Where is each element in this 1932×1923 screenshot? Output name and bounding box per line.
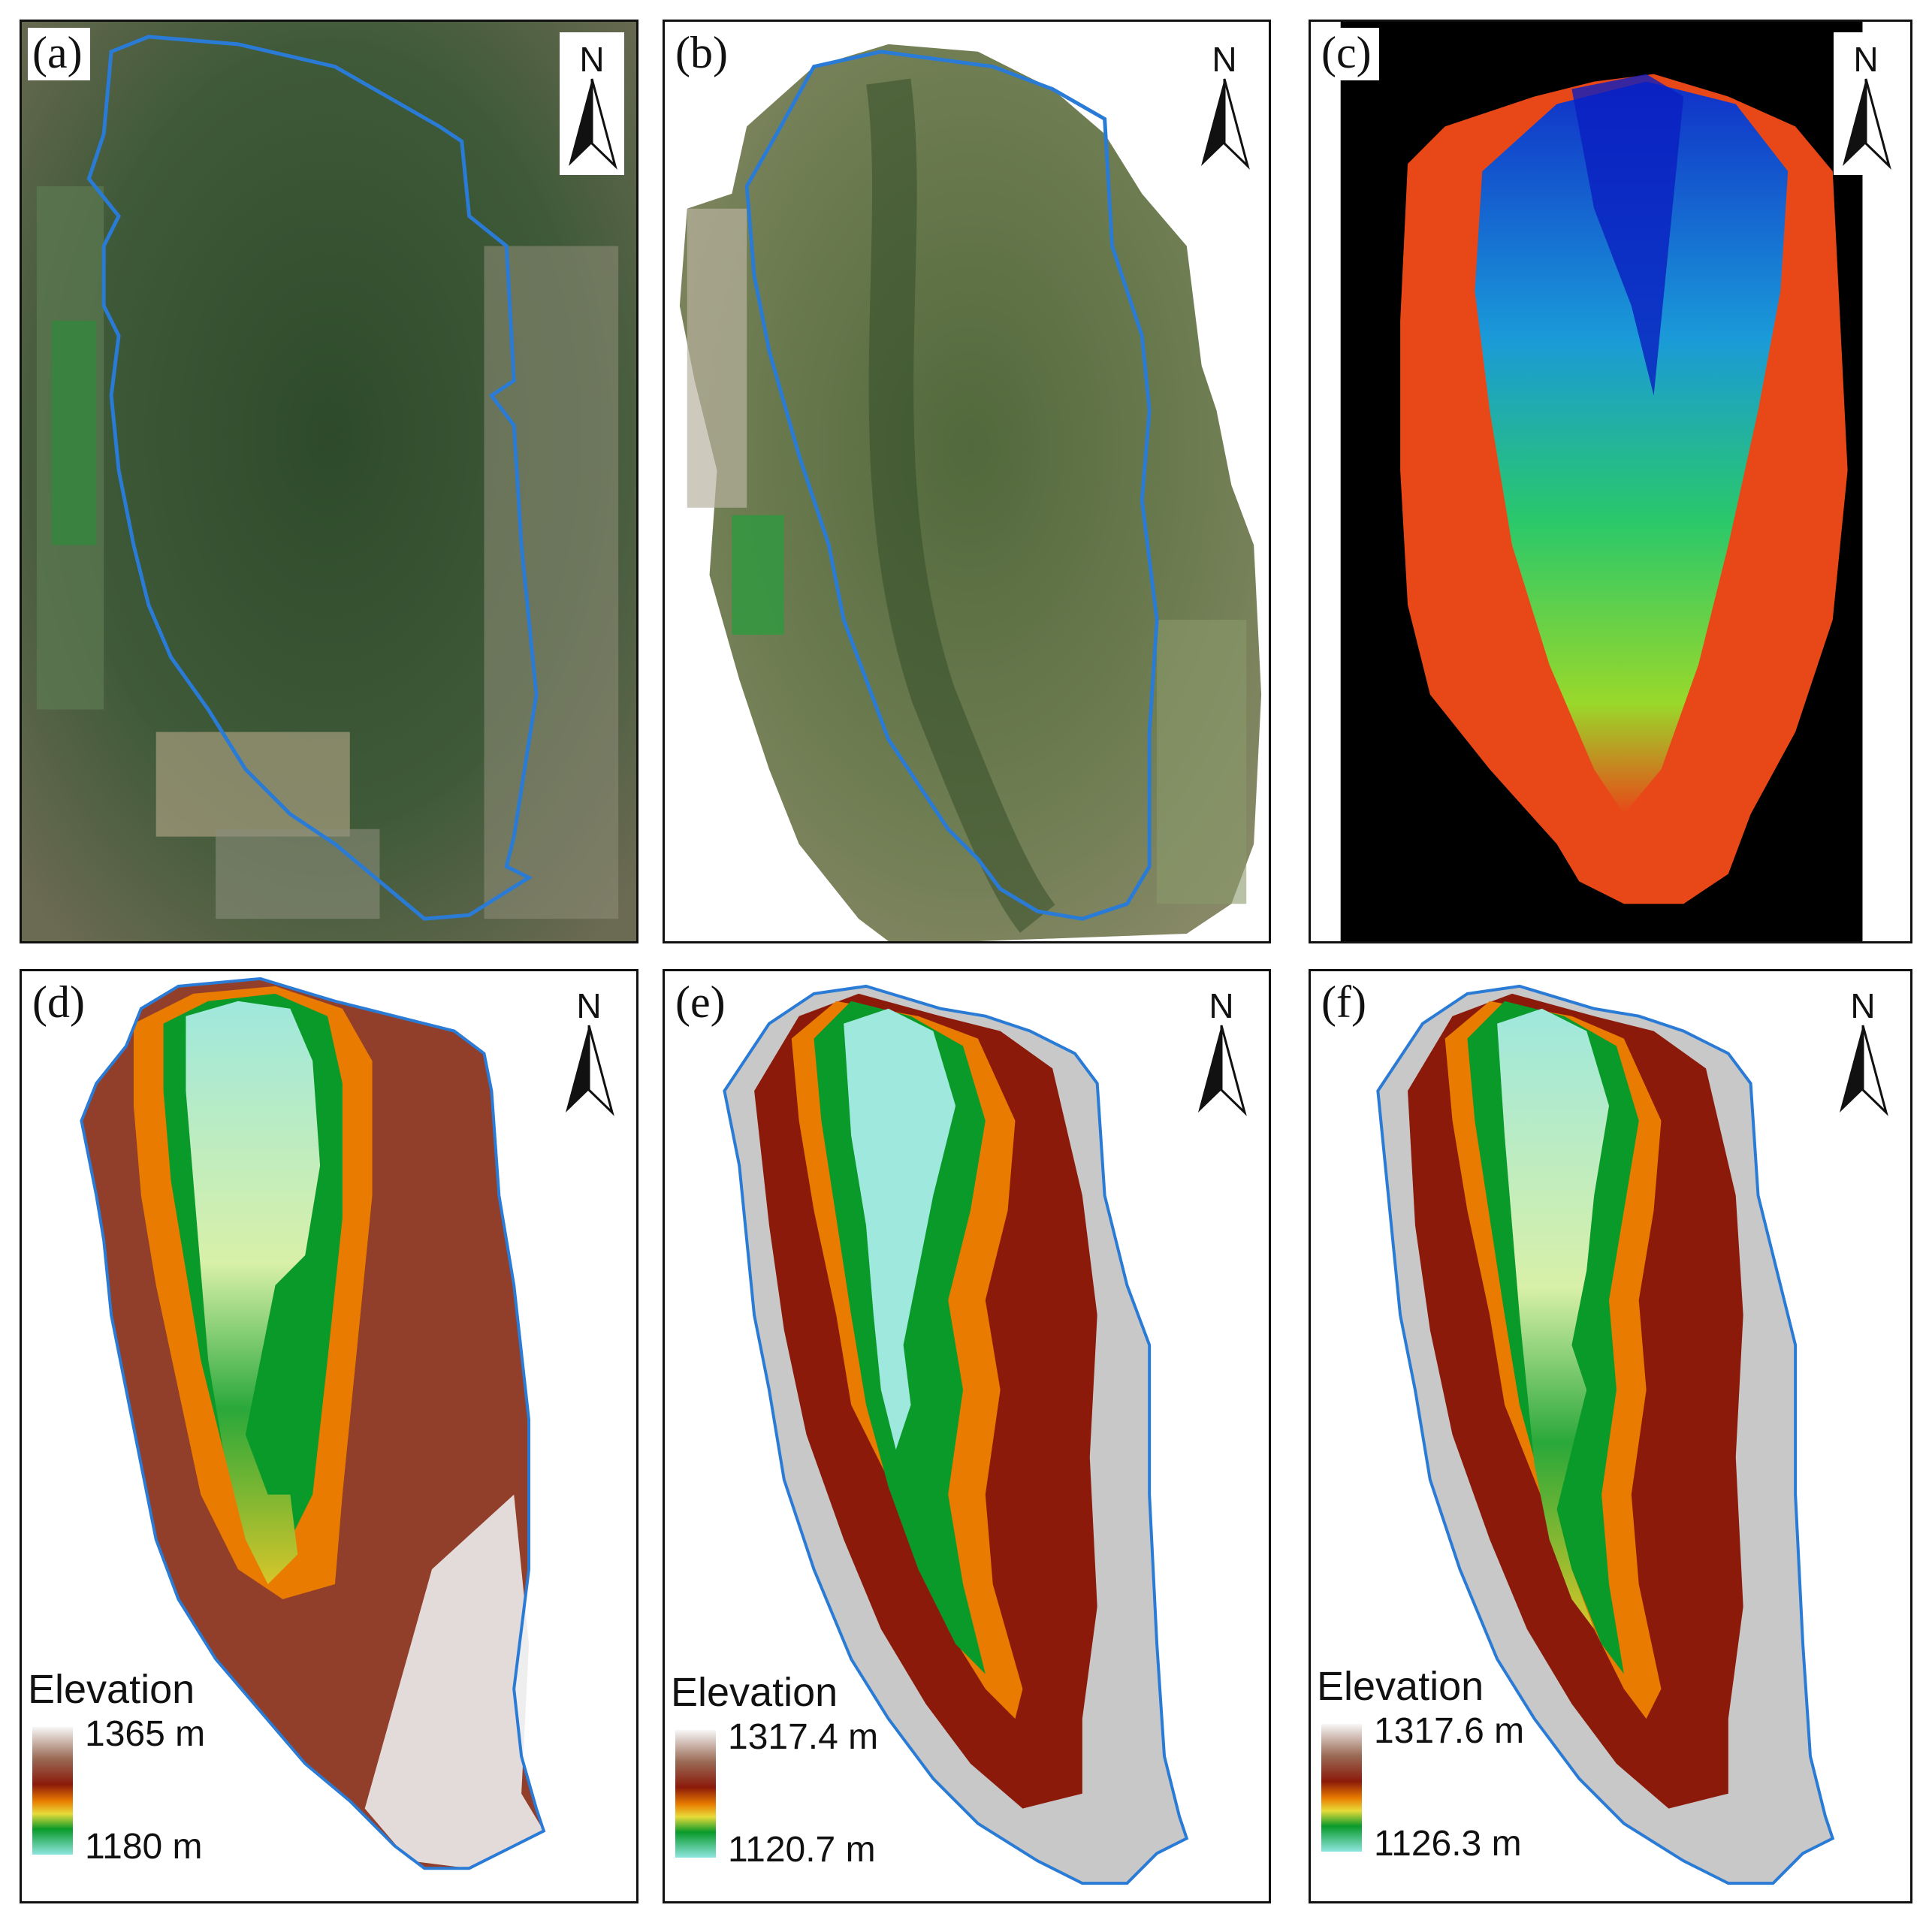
panel-a-satellite: (a) N [20, 20, 638, 943]
dem-map [22, 971, 636, 1901]
point-cloud-image [1311, 22, 1910, 941]
legend-min-value: 1180 m [85, 1827, 203, 1867]
catchment-boundary [80, 977, 546, 1870]
north-label: N [1212, 40, 1236, 79]
dem-map [665, 971, 1269, 1901]
elevation-legend: Elevation 1317.4 m 1120.7 m [671, 1670, 878, 1870]
north-arrow-icon [1840, 1025, 1863, 1112]
panel-label: (c) [1317, 28, 1379, 80]
north-arrow-icon [1198, 1025, 1221, 1112]
panel-d-dem: (d) N Elevation 1365 m 1180 m [20, 969, 638, 1903]
panel-f-dem: (f) N Elevation 1317.6 m 1126.3 m [1309, 969, 1912, 1903]
catchment-boundary [744, 50, 1159, 921]
north-arrow: N [560, 32, 624, 175]
legend-title: Elevation [1317, 1664, 1484, 1709]
satellite-image [22, 22, 636, 941]
elevation-legend: Elevation 1365 m 1180 m [28, 1667, 205, 1867]
north-label: N [1209, 986, 1233, 1025]
legend-color-ramp [1321, 1724, 1362, 1852]
north-label: N [1853, 40, 1878, 79]
panel-e-dem: (e) N Elevation 1317.4 m 1120.7 m [663, 969, 1271, 1903]
north-label: N [579, 40, 604, 79]
catchment-boundary [723, 984, 1189, 1885]
catchment-boundary [1376, 984, 1835, 1885]
legend-title: Elevation [671, 1670, 838, 1715]
north-arrow-icon [1843, 79, 1866, 166]
legend-color-ramp [32, 1727, 73, 1855]
north-arrow: N [1192, 32, 1257, 175]
north-arrow: N [557, 979, 621, 1121]
legend-color-ramp [675, 1730, 716, 1858]
legend-max-value: 1317.6 m [1374, 1711, 1525, 1751]
elevation-legend: Elevation 1317.6 m 1126.3 m [1317, 1664, 1524, 1864]
panel-label: (f) [1321, 977, 1366, 1027]
panel-label: (b) [671, 28, 735, 80]
panel-label: (a) [28, 28, 90, 80]
legend-title: Elevation [28, 1667, 195, 1712]
orthophoto-image [665, 22, 1269, 941]
panel-c-point-cloud: (c) N [1309, 20, 1912, 943]
north-arrow: N [1189, 979, 1254, 1121]
legend-min-value: 1120.7 m [728, 1830, 876, 1870]
panel-label: (d) [32, 977, 85, 1027]
north-arrow-icon [569, 79, 592, 166]
panel-label: (e) [675, 977, 726, 1027]
legend-max-value: 1365 m [85, 1714, 206, 1754]
north-arrow: N [1831, 979, 1895, 1121]
legend-min-value: 1126.3 m [1374, 1824, 1522, 1864]
dem-map [1311, 971, 1910, 1901]
north-label: N [576, 986, 601, 1025]
catchment-boundary [86, 35, 539, 921]
north-arrow: N [1834, 32, 1898, 175]
legend-max-value: 1317.4 m [728, 1717, 879, 1757]
panel-b-orthophoto: (b) N [663, 20, 1271, 943]
north-label: N [1850, 986, 1875, 1025]
north-arrow-icon [1201, 79, 1224, 166]
north-arrow-icon [566, 1025, 589, 1112]
